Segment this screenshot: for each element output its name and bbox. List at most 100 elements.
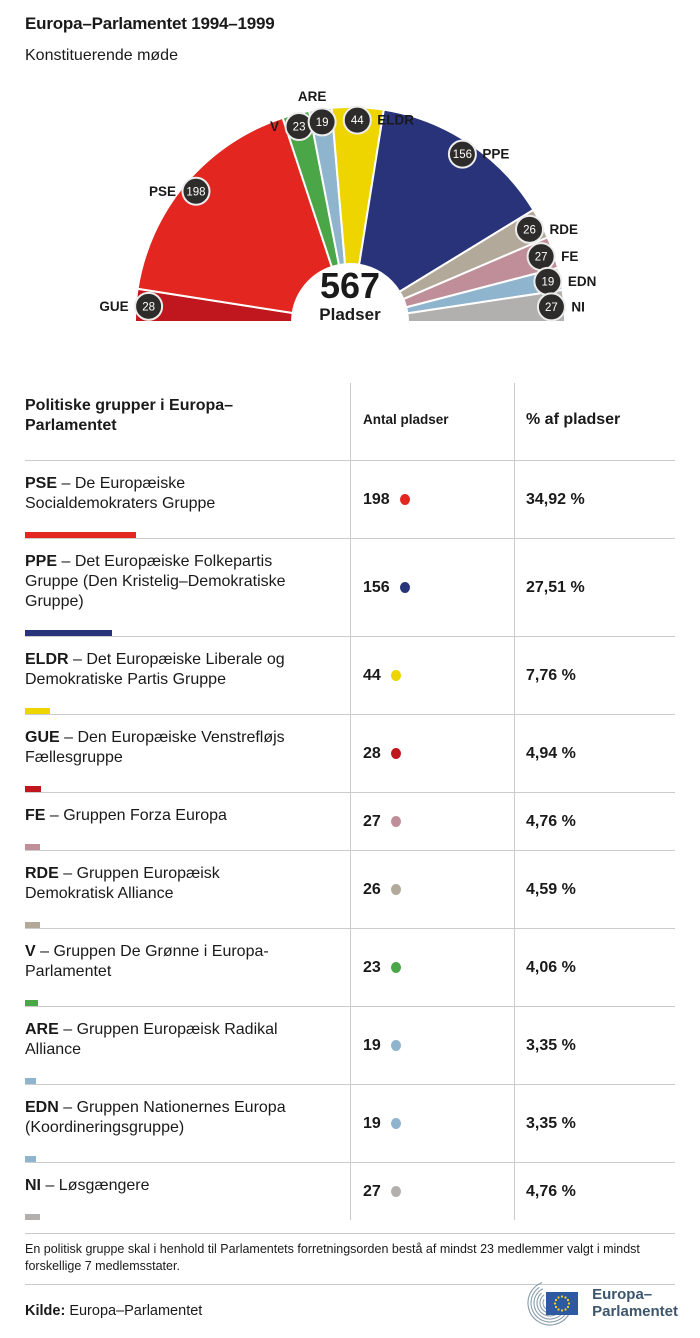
group-abbreviation: NI (25, 1177, 46, 1194)
groups-table: Politiske grupper i Europa–Parlamentet A… (25, 383, 675, 1220)
percent-cell: 3,35 % (514, 1007, 675, 1084)
group-abbreviation: FE (25, 807, 50, 824)
seat-badge-gue (134, 291, 164, 321)
group-abbreviation: PPE (25, 553, 62, 570)
seat-badge-value: 27 (535, 252, 548, 264)
group-label-edn: EDN (568, 274, 597, 289)
seat-count-cell: 27 (350, 1163, 514, 1220)
seat-badge-value: 44 (351, 115, 364, 127)
percent-value: 7,76 % (526, 666, 576, 684)
seat-count: 26 (363, 880, 381, 898)
group-label-ppe: PPE (482, 147, 509, 162)
group-name-cell: FE – Gruppen Forza Europa (25, 793, 350, 850)
table-row: NI – Løsgængere 27 4,76 % (25, 1163, 675, 1220)
group-label-fe: FE (561, 249, 578, 264)
seat-badge-are (307, 107, 337, 137)
seat-badge-ppe (447, 139, 477, 169)
percent-value: 4,06 % (526, 958, 576, 976)
seat-count: 23 (363, 958, 381, 976)
seat-count-cell: 156 (350, 539, 514, 636)
table-row: ARE – Gruppen Europæisk Radikal Alliance… (25, 1007, 675, 1085)
group-share-bar (25, 1156, 36, 1162)
group-color-dot (390, 962, 401, 973)
table-row: PSE – De Europæiske Socialdemokraters Gr… (25, 461, 675, 539)
seat-count: 27 (363, 1182, 381, 1200)
group-full-name: – Løsgængere (45, 1177, 150, 1194)
percent-value: 4,76 % (526, 1182, 576, 1200)
seat-badge-value: 27 (545, 302, 558, 314)
group-color-dot (390, 1118, 401, 1129)
table-row: RDE – Gruppen Europæisk Demokratisk Alli… (25, 851, 675, 929)
logo-wordmark-line1: Europa– (592, 1286, 653, 1303)
group-label-gue: GUE (99, 299, 128, 314)
seat-count-cell: 23 (350, 929, 514, 1006)
seat-count: 27 (363, 812, 381, 830)
seat-count-cell: 26 (350, 851, 514, 928)
group-name-cell: PPE – Det Europæiske Folkepartis Gruppe … (25, 539, 350, 636)
source-label: Kilde: (25, 1303, 66, 1319)
group-full-name: – Det Europæiske Folkepartis Gruppe (Den… (25, 553, 286, 610)
seat-badge-pse (181, 176, 211, 206)
seat-badge-ni (536, 292, 566, 322)
seat-count: 44 (363, 666, 381, 684)
group-label-v: V (270, 119, 279, 134)
footnote: En politisk gruppe skal i henhold til Pa… (25, 1233, 675, 1285)
percent-cell: 4,76 % (514, 1163, 675, 1220)
group-name-cell: GUE – Den Europæiske Venstrefløjs Fælles… (25, 715, 350, 792)
seat-count: 198 (363, 490, 390, 508)
percent-value: 4,59 % (526, 880, 576, 898)
source-line: Kilde: Europa–Parlamentet (25, 1303, 202, 1319)
group-abbreviation: PSE (25, 475, 62, 492)
group-name-cell: ARE – Gruppen Europæisk Radikal Alliance (25, 1007, 350, 1084)
page-title: Europa–Parlamentet 1994–1999 (25, 14, 275, 33)
group-share-bar (25, 1078, 36, 1084)
baseline-mask (292, 321, 408, 325)
group-share-bar (25, 922, 40, 928)
seat-badge-value: 198 (186, 186, 205, 198)
table-row: V – Gruppen De Grønne i Europa-Parlament… (25, 929, 675, 1007)
seat-badge-value: 19 (541, 276, 554, 288)
seat-count: 19 (363, 1114, 381, 1132)
seat-count: 28 (363, 744, 381, 762)
chart-center-label: Pladser (319, 305, 381, 324)
column-header-groups: Politiske grupper i Europa–Parlamentet (25, 397, 234, 434)
group-abbreviation: EDN (25, 1099, 64, 1116)
european-parliament-logo: Europa– Parlamentet (520, 1280, 678, 1326)
group-label-are: ARE (298, 89, 327, 104)
group-full-name: – Gruppen Europæisk Demokratisk Alliance (25, 865, 220, 902)
group-label-pse: PSE (149, 184, 176, 199)
seat-badge-value: 156 (453, 149, 472, 161)
group-name-cell: RDE – Gruppen Europæisk Demokratisk Alli… (25, 851, 350, 928)
percent-cell: 27,51 % (514, 539, 675, 636)
column-header-percent: % af pladser (514, 383, 675, 460)
group-color-dot (390, 670, 401, 681)
seat-badge-value: 28 (142, 301, 155, 313)
group-name-cell: PSE – De Europæiske Socialdemokraters Gr… (25, 461, 350, 538)
group-color-dot (390, 1186, 401, 1197)
group-color-dot (390, 884, 401, 895)
group-share-bar (25, 786, 41, 792)
group-share-bar (25, 630, 112, 636)
percent-cell: 4,76 % (514, 793, 675, 850)
group-full-name: – Gruppen Forza Europa (49, 807, 227, 824)
group-full-name: – Det Europæiske Liberale og Demokratisk… (25, 651, 285, 688)
percent-cell: 4,59 % (514, 851, 675, 928)
group-share-bar (25, 844, 40, 850)
group-full-name: – Gruppen Europæisk Radikal Alliance (25, 1021, 278, 1058)
group-share-bar (25, 1214, 40, 1220)
seat-badge-value: 26 (523, 224, 536, 236)
eu-flag (546, 1292, 579, 1315)
table-header-row: Politiske grupper i Europa–Parlamentet A… (25, 383, 675, 461)
group-share-bar (25, 1000, 38, 1006)
table-row: EDN – Gruppen Nationernes Europa (Koordi… (25, 1085, 675, 1163)
seat-count-cell: 28 (350, 715, 514, 792)
seat-count: 156 (363, 578, 390, 596)
group-label-rde: RDE (549, 222, 578, 237)
chart-center-total: 567 (320, 265, 380, 306)
group-abbreviation: RDE (25, 865, 64, 882)
group-full-name: – Gruppen Nationernes Europa (Koordineri… (25, 1099, 286, 1136)
ep-hemicycle-logo-icon (527, 1280, 579, 1326)
group-label-eldr: ELDR (377, 113, 414, 128)
